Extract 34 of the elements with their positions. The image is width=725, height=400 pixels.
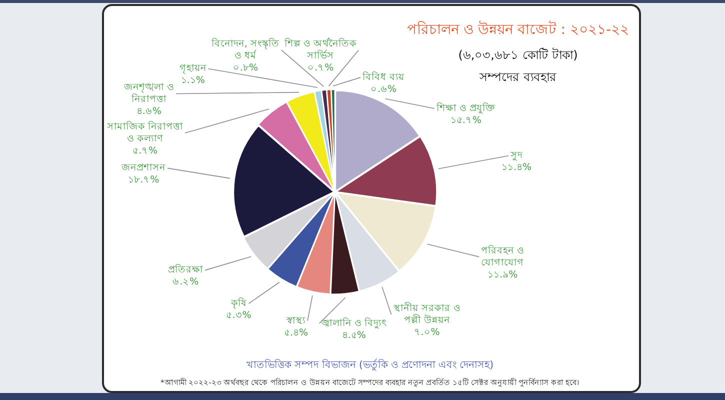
slice-label: সুদ [510, 150, 524, 162]
data-label: ৫.৩% [226, 310, 252, 321]
data-label: ৬.২% [172, 276, 199, 288]
data-label: ৫.৭% [132, 146, 158, 157]
data-label: ৭.০% [414, 327, 440, 338]
text: (৬,০৩,৬৮১ কোটি টাকা) [457, 46, 579, 64]
slice-label: প্রতিরক্ষা [168, 264, 204, 276]
data-label: ১৮.৭% [128, 174, 160, 186]
data-label: ১.১% [180, 75, 205, 86]
slice-label: শিল্প ও অর্থনৈতিক সার্ভিস [284, 38, 358, 62]
chart-title: পরিচালন ও উন্নয়ন বাজেট : ২০২১-২২ [406, 20, 630, 40]
data-label: ১৫.৭% [450, 114, 482, 126]
slice-label: বিবিধ ব্যয় [361, 70, 406, 83]
slice-label: স্থানীয় সরকার ও পল্লী উন্নয়ন [392, 301, 460, 326]
slice-label: গৃহায়ন [179, 63, 208, 74]
data-label: ০.৬% [370, 84, 397, 95]
data-label: ৪.৫% [342, 330, 366, 341]
slice-label: জনশৃঙ্খলা ও নিরাপত্তা [122, 82, 174, 106]
slice-label: শিক্ষা ও প্রযুক্তি [435, 102, 496, 114]
slice-label: বিনোদন, সংস্কৃতি ও ধর্ম [210, 38, 280, 62]
slice-label: কৃষি [230, 296, 247, 309]
data-label: ০.৭% [308, 62, 334, 74]
data-label: ৫.৪% [284, 327, 308, 338]
slice-label: জনপ্রশাসন [120, 162, 167, 174]
data-label: ১১.৯% [488, 269, 518, 280]
slice-label: সামাজিক নিরাপত্তা ও কল্যাণ [106, 120, 184, 145]
text: খাতভিত্তিক সম্পদ বিভাজন (ভর্তুকি ও প্রণোদনা এবং দেনাসহ) [246, 359, 494, 373]
text: সম্পদের ব্যবহার [480, 70, 556, 84]
slice-label: স্বাস্থ্য [286, 315, 307, 326]
slice-label: পরিবহন ও যোগাযোগ [481, 244, 524, 268]
data-label: ৪.৬% [136, 106, 162, 118]
data-label: ০.৮% [232, 62, 258, 74]
slice-label: জ্বালানি ও বিদ্যুৎ [320, 316, 386, 329]
data-label: ১১.৪% [501, 162, 532, 174]
